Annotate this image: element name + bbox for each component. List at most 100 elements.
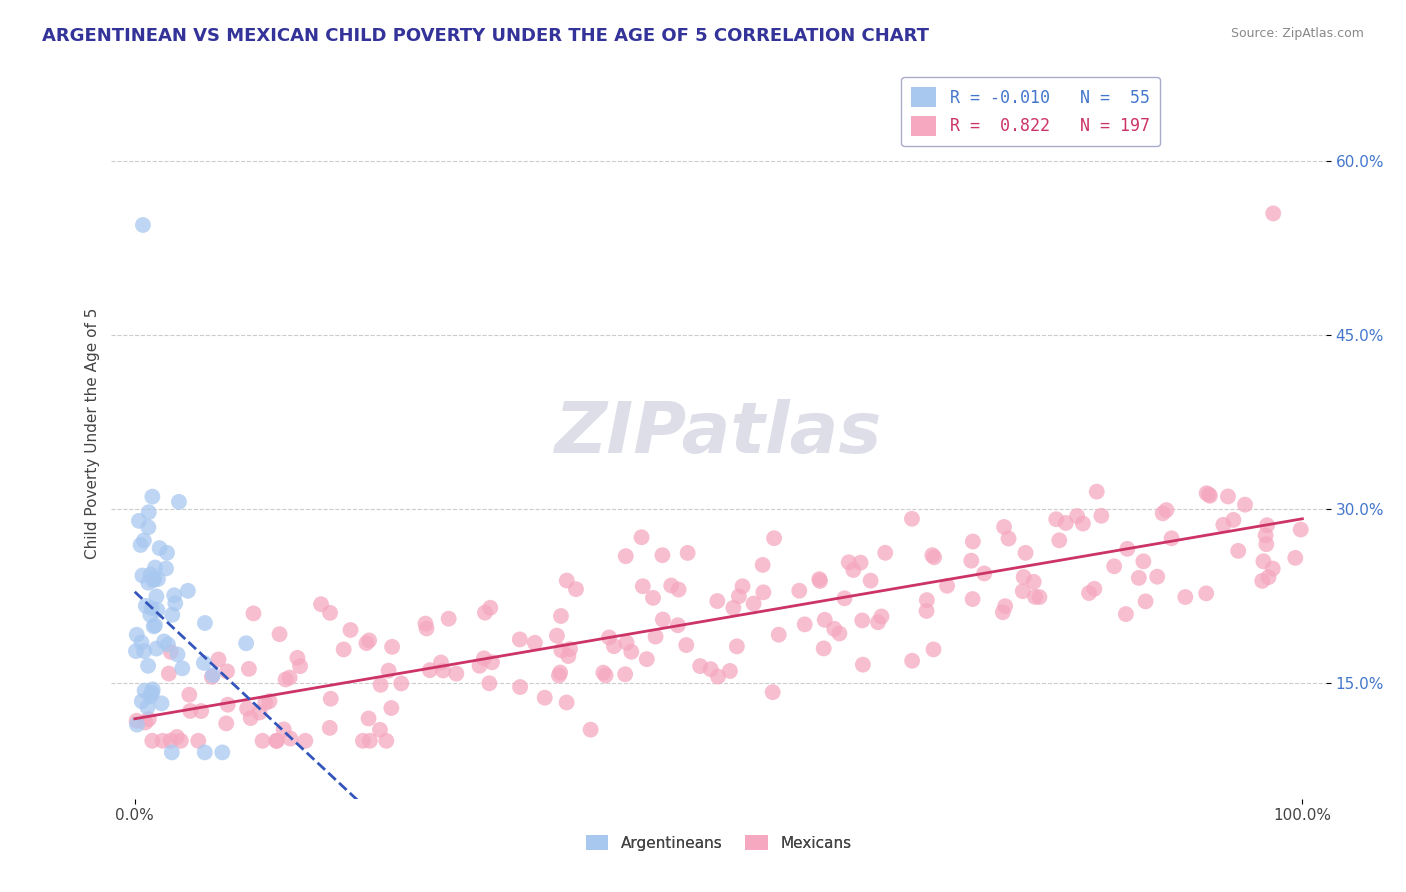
Point xyxy=(356,636,378,650)
Point xyxy=(131,694,153,708)
Point xyxy=(143,572,166,586)
Point xyxy=(309,597,332,611)
Point xyxy=(901,654,924,668)
Point xyxy=(319,721,342,735)
Point xyxy=(1085,484,1108,499)
Point xyxy=(472,651,495,665)
Point xyxy=(319,606,342,620)
Point xyxy=(1028,590,1050,604)
Point xyxy=(849,556,872,570)
Point xyxy=(381,640,404,654)
Point xyxy=(141,685,163,699)
Point xyxy=(962,592,984,607)
Point xyxy=(339,623,361,637)
Point xyxy=(644,630,666,644)
Point xyxy=(136,575,159,590)
Point xyxy=(201,670,224,684)
Point xyxy=(135,599,157,613)
Point xyxy=(866,615,889,630)
Point xyxy=(509,680,531,694)
Point xyxy=(145,641,167,656)
Point xyxy=(357,711,380,725)
Point xyxy=(359,733,381,747)
Point xyxy=(641,591,664,605)
Point xyxy=(1083,582,1105,596)
Point xyxy=(479,600,502,615)
Point xyxy=(194,615,217,630)
Point xyxy=(616,635,638,649)
Point xyxy=(432,664,454,678)
Point xyxy=(201,668,224,682)
Point xyxy=(550,609,572,624)
Point xyxy=(252,733,274,747)
Point xyxy=(742,597,765,611)
Point xyxy=(266,733,288,747)
Point xyxy=(134,683,156,698)
Point xyxy=(156,638,179,652)
Text: Source: ZipAtlas.com: Source: ZipAtlas.com xyxy=(1230,27,1364,40)
Point xyxy=(156,546,179,560)
Point xyxy=(1045,512,1067,526)
Point xyxy=(194,745,217,759)
Point xyxy=(1022,574,1045,589)
Point xyxy=(595,668,617,682)
Point xyxy=(430,656,453,670)
Point xyxy=(651,613,673,627)
Point xyxy=(731,579,754,593)
Point xyxy=(138,520,160,534)
Point xyxy=(808,574,831,588)
Point xyxy=(706,594,728,608)
Point xyxy=(1146,570,1168,584)
Point xyxy=(1102,559,1125,574)
Point xyxy=(134,644,156,658)
Point xyxy=(1251,574,1274,588)
Point xyxy=(598,631,620,645)
Point xyxy=(1254,528,1277,542)
Point xyxy=(131,568,153,582)
Point xyxy=(129,538,152,552)
Point xyxy=(166,648,188,662)
Y-axis label: Child Poverty Under the Age of 5: Child Poverty Under the Age of 5 xyxy=(86,308,100,559)
Point xyxy=(162,607,184,622)
Point xyxy=(132,218,155,232)
Point xyxy=(474,606,496,620)
Point xyxy=(1115,607,1137,621)
Point xyxy=(143,560,166,574)
Point xyxy=(319,691,342,706)
Point xyxy=(1090,508,1112,523)
Point xyxy=(139,567,162,582)
Point xyxy=(814,613,837,627)
Point xyxy=(751,558,773,572)
Point xyxy=(235,636,257,650)
Point xyxy=(960,554,983,568)
Point xyxy=(167,495,190,509)
Point xyxy=(558,642,581,657)
Point xyxy=(134,715,156,730)
Point xyxy=(141,733,163,747)
Point xyxy=(145,590,167,604)
Point xyxy=(132,533,155,548)
Point xyxy=(1024,590,1046,604)
Point xyxy=(217,698,239,712)
Point xyxy=(478,676,501,690)
Point xyxy=(1284,550,1306,565)
Point xyxy=(138,505,160,519)
Point xyxy=(125,628,148,642)
Point xyxy=(1078,586,1101,600)
Point xyxy=(128,514,150,528)
Point xyxy=(728,589,751,603)
Point xyxy=(555,696,578,710)
Point xyxy=(725,640,748,654)
Point xyxy=(851,614,873,628)
Point xyxy=(1198,487,1220,501)
Point xyxy=(142,619,165,633)
Point xyxy=(287,651,309,665)
Point xyxy=(1152,506,1174,520)
Point xyxy=(249,706,271,720)
Point xyxy=(603,639,626,653)
Point xyxy=(793,617,815,632)
Point xyxy=(921,548,943,562)
Point xyxy=(141,490,163,504)
Point xyxy=(723,600,745,615)
Point xyxy=(1012,570,1035,584)
